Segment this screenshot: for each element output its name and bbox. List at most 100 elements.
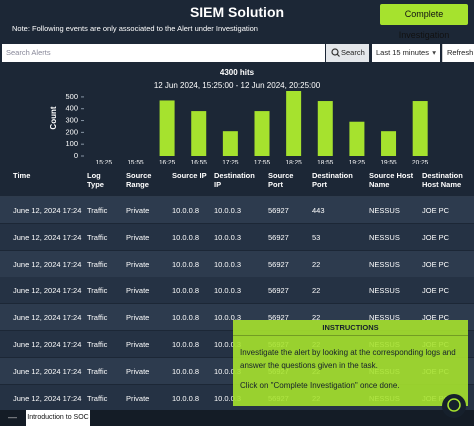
complete-investigation-button[interactable]: Complete Investigation [380, 4, 468, 40]
y-tick-label: 0 [74, 151, 78, 160]
table-cell: 10.0.0.8 [172, 313, 200, 323]
search-button-label: Search [341, 48, 365, 57]
table-cell: June 12, 2024 17:24 [13, 286, 82, 296]
y-tick-label: 500 [65, 92, 78, 101]
table-header: Time Log Type Source Range Source IP Destina… [0, 164, 474, 197]
table-cell: 10.0.0.3 [214, 286, 242, 296]
table-cell: 10.0.0.3 [214, 259, 242, 269]
table-cell: Traffic [87, 313, 108, 323]
chat-button[interactable] [440, 392, 468, 420]
bar [317, 101, 333, 156]
table-cell: Private [126, 286, 150, 296]
bar [254, 111, 270, 156]
y-tick-label: 200 [65, 127, 78, 136]
bar [222, 131, 238, 156]
instructions-title: INSTRUCTIONS [322, 323, 379, 332]
y-tick-label: 400 [65, 104, 78, 113]
table-cell: JOE PC [422, 232, 450, 242]
table-row: June 12, 2024 17:24 Traffic Private 10.0.0.… [0, 250, 474, 278]
table-cell: 10.0.0.8 [172, 366, 200, 376]
column-header: Source IP [172, 171, 207, 180]
table-cell: Private [126, 340, 150, 349]
column-header: Destination Port [312, 171, 353, 189]
table-cell: 10.0.0.8 [172, 286, 200, 296]
table-cell: Private [126, 206, 150, 215]
table-cell: June 12, 2024 17:24 [13, 340, 82, 349]
table-cell: 10.0.0.3 [214, 340, 242, 349]
column-header: Destination IP [214, 171, 255, 189]
x-tick-label: 16:55 [191, 160, 208, 164]
table-cell: June 12, 2024 17:24 [13, 366, 82, 376]
table-cell: Traffic [87, 206, 108, 215]
table-row: June 12, 2024 17:24 Traffic Private 10.0.0.… [0, 197, 474, 224]
table-cell: Private [126, 259, 150, 269]
search-input[interactable]: Search Alerts [2, 44, 325, 62]
column-header: Destination Host Name [422, 171, 463, 189]
chart-subtitle: 12 Jun 2024, 15:25:00 - 12 Jun 2024, 20:… [154, 81, 321, 90]
x-tick-label: 18:55 [317, 160, 334, 164]
instructions-text: Investigate the alert by looking at the … [240, 348, 456, 370]
column-header: Source Host Name [369, 171, 414, 189]
histogram: 4300 hits 12 Jun 2024, 15:25:00 - 12 Jun… [49, 68, 429, 164]
column-header: Source Range [126, 171, 152, 189]
divider [233, 335, 468, 336]
table-cell: Private [126, 313, 150, 323]
x-tick-label: 16:25 [159, 160, 176, 164]
table-cell: JOE PC [422, 259, 450, 269]
table-row: June 12, 2024 17:24 Traffic Private 10.0.0.… [0, 277, 474, 305]
table-cell: Traffic [87, 259, 108, 269]
instructions-panel: INSTRUCTIONS Investigate the alert by lo… [233, 320, 468, 406]
table-cell: 10.0.0.8 [172, 232, 200, 242]
table-cell: Private [126, 366, 150, 376]
table-cell: 22 [312, 313, 321, 323]
x-tick-label: 19:25 [349, 160, 366, 164]
search-icon [331, 48, 340, 57]
table-cell: JOE PC [422, 286, 450, 296]
bar [191, 111, 207, 156]
table-cell: 10.0.0.3 [214, 366, 242, 376]
table-cell: June 12, 2024 17:24 [13, 206, 82, 215]
table-cell: 10.0.0.3 [214, 313, 242, 323]
chart-title: 4300 hits [220, 68, 255, 77]
bar [412, 101, 428, 156]
table-cell: Traffic [87, 286, 108, 296]
x-tick-label: 20:25 [412, 160, 429, 164]
table-cell: 10.0.0.3 [214, 206, 242, 215]
minimize-icon[interactable]: — [8, 412, 17, 422]
search-button[interactable]: Search [326, 44, 369, 62]
table-cell: NESSUS [369, 313, 400, 323]
time-range-label: Last 15 minutes [376, 48, 429, 57]
time-range-select[interactable]: Last 15 minutes ▾ [372, 44, 440, 62]
bar [349, 121, 365, 156]
table-cell: NESSUS [369, 206, 400, 215]
table-cell: Traffic [87, 340, 108, 349]
table-cell: NESSUS [369, 286, 400, 296]
refresh-button[interactable]: Refresh [442, 44, 474, 62]
instructions-text: Click on "Complete Investigation" once d… [240, 381, 400, 390]
table-cell: 22 [312, 259, 321, 269]
x-tick-label: 17:25 [222, 160, 239, 164]
x-tick-label: 18:25 [285, 160, 302, 164]
table-cell: 53 [312, 232, 321, 242]
note: Note: Following events are only associat… [12, 24, 258, 33]
table-cell: 10.0.0.8 [172, 340, 200, 349]
table-cell: 10.0.0.8 [172, 393, 200, 403]
x-tick-label: 19:55 [380, 160, 397, 164]
table-cell: Traffic [87, 232, 108, 242]
bar [159, 100, 175, 156]
table-cell: 10.0.0.8 [172, 259, 200, 269]
table-cell: June 12, 2024 17:24 [13, 313, 82, 323]
column-header: Log Type [87, 171, 104, 189]
table-cell: Traffic [87, 393, 108, 403]
table-cell: 10.0.0.8 [172, 206, 200, 215]
table-cell: 10.0.0.3 [214, 393, 242, 403]
y-tick-label: 300 [65, 116, 78, 125]
bar [381, 131, 397, 156]
table-cell: NESSUS [369, 259, 400, 269]
dropdown-caret: ▾ [432, 48, 436, 57]
y-axis-label: Count [49, 106, 58, 129]
footer-tab[interactable]: Introduction to SOC [26, 410, 90, 426]
table-cell: 56927 [268, 313, 289, 323]
x-tick-label: 17:55 [254, 160, 271, 164]
